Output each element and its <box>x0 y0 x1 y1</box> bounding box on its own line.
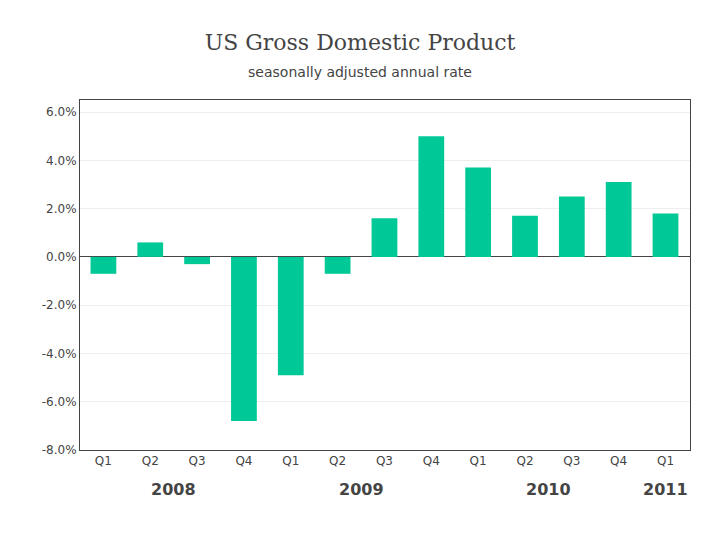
svg-text:Q2: Q2 <box>142 454 159 468</box>
svg-text:Q1: Q1 <box>470 454 487 468</box>
svg-text:Q4: Q4 <box>610 454 627 468</box>
svg-text:2011: 2011 <box>643 480 688 499</box>
svg-text:2.0%: 2.0% <box>46 202 77 216</box>
svg-text:Q4: Q4 <box>423 454 440 468</box>
svg-text:Q3: Q3 <box>189 454 206 468</box>
svg-text:2009: 2009 <box>339 480 384 499</box>
svg-text:Q1: Q1 <box>95 454 112 468</box>
svg-text:-6.0%: -6.0% <box>42 395 77 409</box>
svg-text:US Gross Domestic Product: US Gross Domestic Product <box>205 30 516 55</box>
svg-text:Q3: Q3 <box>563 454 580 468</box>
svg-text:-4.0%: -4.0% <box>42 347 77 361</box>
svg-text:-2.0%: -2.0% <box>42 298 77 312</box>
svg-text:6.0%: 6.0% <box>46 105 77 119</box>
svg-text:Q1: Q1 <box>657 454 674 468</box>
svg-text:Q4: Q4 <box>235 454 252 468</box>
svg-text:Q3: Q3 <box>376 454 393 468</box>
svg-text:0.0%: 0.0% <box>46 250 77 264</box>
svg-text:Q1: Q1 <box>282 454 299 468</box>
svg-text:seasonally adjusted annual rat: seasonally adjusted annual rate <box>248 64 472 80</box>
svg-text:2010: 2010 <box>526 480 571 499</box>
svg-text:-8.0%: -8.0% <box>42 443 77 457</box>
svg-text:Q2: Q2 <box>516 454 533 468</box>
svg-text:2008: 2008 <box>151 480 196 499</box>
svg-text:4.0%: 4.0% <box>46 154 77 168</box>
svg-text:Q2: Q2 <box>329 454 346 468</box>
